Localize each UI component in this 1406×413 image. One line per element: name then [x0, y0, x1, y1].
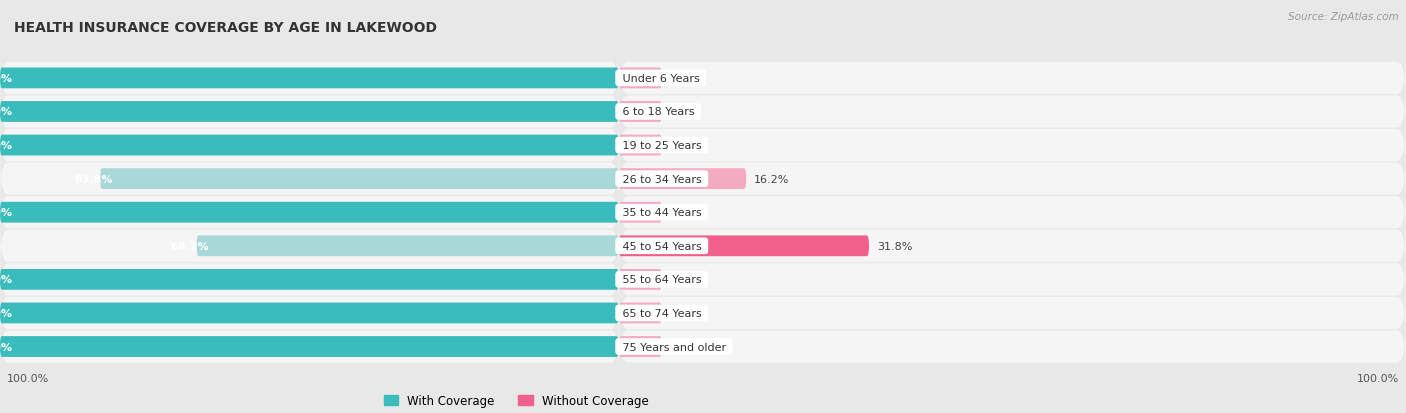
Text: 100.0%: 100.0% — [0, 342, 13, 352]
Text: 83.8%: 83.8% — [75, 174, 112, 184]
FancyBboxPatch shape — [619, 155, 1406, 203]
Text: 100.0%: 100.0% — [7, 373, 49, 383]
FancyBboxPatch shape — [0, 189, 619, 237]
FancyBboxPatch shape — [0, 222, 619, 271]
FancyBboxPatch shape — [619, 189, 1406, 237]
Text: 0.0%: 0.0% — [669, 107, 697, 117]
Text: 45 to 54 Years: 45 to 54 Years — [619, 241, 704, 251]
FancyBboxPatch shape — [619, 121, 1406, 170]
Text: Source: ZipAtlas.com: Source: ZipAtlas.com — [1288, 12, 1399, 22]
Text: 0.0%: 0.0% — [669, 141, 697, 151]
FancyBboxPatch shape — [0, 68, 619, 89]
FancyBboxPatch shape — [0, 202, 619, 223]
FancyBboxPatch shape — [619, 336, 662, 357]
Text: 55 to 64 Years: 55 to 64 Years — [619, 275, 704, 285]
Text: 75 Years and older: 75 Years and older — [619, 342, 730, 352]
FancyBboxPatch shape — [197, 236, 619, 256]
Text: 0.0%: 0.0% — [669, 208, 697, 218]
Text: 0.0%: 0.0% — [669, 342, 697, 352]
Text: 100.0%: 100.0% — [0, 74, 13, 84]
Text: 65 to 74 Years: 65 to 74 Years — [619, 308, 704, 318]
Text: 35 to 44 Years: 35 to 44 Years — [619, 208, 704, 218]
FancyBboxPatch shape — [619, 222, 1406, 271]
Text: 100.0%: 100.0% — [0, 141, 13, 151]
FancyBboxPatch shape — [0, 269, 619, 290]
Text: 100.0%: 100.0% — [0, 208, 13, 218]
Text: 16.2%: 16.2% — [754, 174, 789, 184]
FancyBboxPatch shape — [0, 102, 619, 123]
FancyBboxPatch shape — [619, 236, 869, 256]
Text: 26 to 34 Years: 26 to 34 Years — [619, 174, 704, 184]
FancyBboxPatch shape — [0, 55, 619, 103]
FancyBboxPatch shape — [0, 336, 619, 357]
FancyBboxPatch shape — [100, 169, 619, 190]
FancyBboxPatch shape — [619, 202, 662, 223]
FancyBboxPatch shape — [619, 135, 662, 156]
Text: 0.0%: 0.0% — [669, 308, 697, 318]
FancyBboxPatch shape — [0, 155, 619, 203]
FancyBboxPatch shape — [619, 102, 662, 123]
Text: 6 to 18 Years: 6 to 18 Years — [619, 107, 697, 117]
Text: 100.0%: 100.0% — [0, 107, 13, 117]
Text: 0.0%: 0.0% — [669, 74, 697, 84]
Text: 100.0%: 100.0% — [1357, 373, 1399, 383]
FancyBboxPatch shape — [619, 323, 1406, 371]
FancyBboxPatch shape — [0, 323, 619, 371]
FancyBboxPatch shape — [0, 88, 619, 136]
FancyBboxPatch shape — [0, 256, 619, 304]
FancyBboxPatch shape — [619, 303, 662, 323]
Text: 0.0%: 0.0% — [669, 275, 697, 285]
Text: 68.2%: 68.2% — [170, 241, 209, 251]
FancyBboxPatch shape — [619, 169, 747, 190]
FancyBboxPatch shape — [0, 303, 619, 323]
FancyBboxPatch shape — [0, 121, 619, 170]
FancyBboxPatch shape — [619, 256, 1406, 304]
FancyBboxPatch shape — [619, 88, 1406, 136]
Text: Under 6 Years: Under 6 Years — [619, 74, 703, 84]
Text: 100.0%: 100.0% — [0, 275, 13, 285]
FancyBboxPatch shape — [619, 55, 1406, 103]
FancyBboxPatch shape — [0, 135, 619, 156]
Text: 100.0%: 100.0% — [0, 308, 13, 318]
Legend: With Coverage, Without Coverage: With Coverage, Without Coverage — [380, 389, 654, 412]
FancyBboxPatch shape — [619, 289, 1406, 337]
Text: 19 to 25 Years: 19 to 25 Years — [619, 141, 704, 151]
FancyBboxPatch shape — [0, 289, 619, 337]
Text: 31.8%: 31.8% — [877, 241, 912, 251]
Text: HEALTH INSURANCE COVERAGE BY AGE IN LAKEWOOD: HEALTH INSURANCE COVERAGE BY AGE IN LAKE… — [14, 21, 437, 35]
FancyBboxPatch shape — [619, 269, 662, 290]
FancyBboxPatch shape — [619, 68, 662, 89]
